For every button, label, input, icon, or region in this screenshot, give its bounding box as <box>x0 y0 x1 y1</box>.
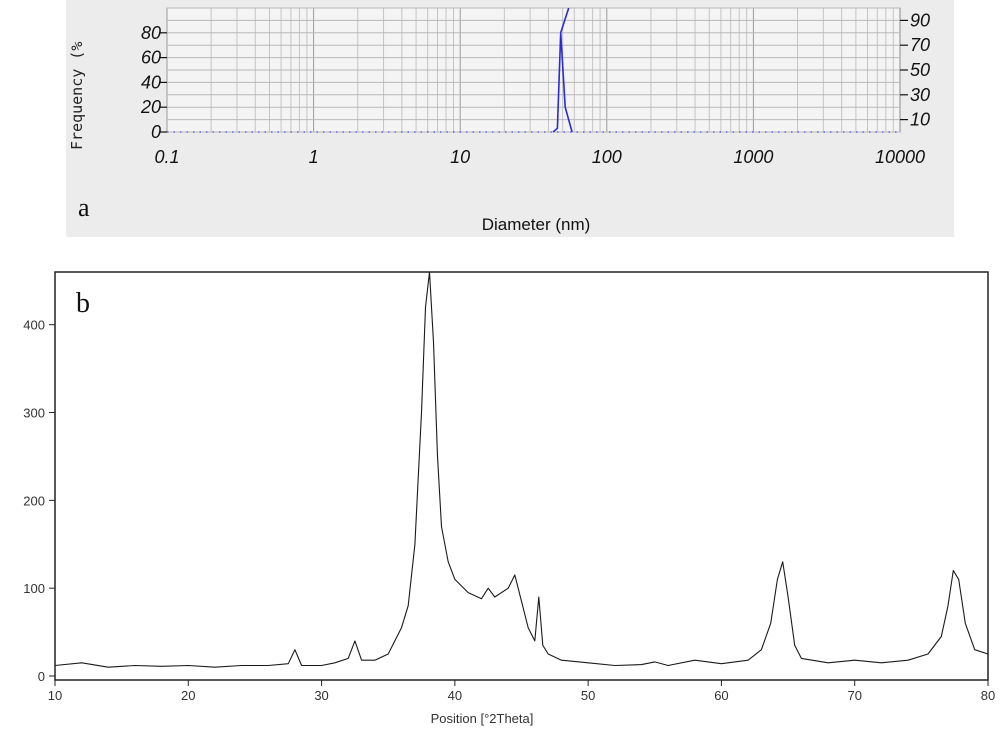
panel-a-x-tick-label: 10000 <box>875 147 925 167</box>
panel-b-x-axis-label: Position [°2Theta] <box>431 711 534 726</box>
panel-b-series-line <box>54 271 989 668</box>
panel-a-x-tick-label: 1000 <box>733 147 773 167</box>
panel-a-grid <box>166 7 900 133</box>
panel-a-y-tick-labels-left: 0 20 40 60 80 <box>140 23 167 142</box>
panel-b-x-tick-label: 40 <box>448 688 462 703</box>
panel-a-y-tick-label-right: 10 <box>910 110 930 130</box>
panel-a-y-tick-label-left: 40 <box>141 72 161 92</box>
panel-a-y-tick-label-left: 20 <box>140 97 161 117</box>
panel-a-x-tick-label: 0.1 <box>154 147 179 167</box>
panel-b-y-ticks: 0 100 200 300 400 <box>23 318 55 684</box>
panel-a-series-line <box>559 7 570 34</box>
panel-b-x-tick-label: 10 <box>48 688 62 703</box>
panel-b-x-tick-label: 30 <box>314 688 328 703</box>
panel-b-x-tick-label: 50 <box>581 688 595 703</box>
panel-a-x-axis-label: Diameter (nm) <box>482 215 591 234</box>
panel-b-y-tick-label: 300 <box>23 406 45 421</box>
panel-a-x-tick-label: 10 <box>450 147 470 167</box>
panel-b-x-tick-label: 20 <box>181 688 195 703</box>
panel-b-y-tick-label: 100 <box>23 581 45 596</box>
panel-a-y-tick-label-right: 50 <box>910 60 930 80</box>
panel-a-y-tick-label-right: 90 <box>910 10 930 30</box>
panel-a-y-tick-label-right: 70 <box>910 35 930 55</box>
panel-b-x-tick-label: 80 <box>981 688 995 703</box>
panel-a-x-tick-labels: 0.1 1 10 100 1000 10000 <box>154 147 925 167</box>
panel-a-y-tick-label-left: 60 <box>141 48 161 68</box>
panel-b-x-tick-label: 70 <box>847 688 861 703</box>
panel-a-y-tick-label-left: 80 <box>141 23 161 43</box>
panel-a-y-tick-label-right: 30 <box>910 85 930 105</box>
panel-a-y-tick-labels-right: 10 30 50 70 90 <box>900 10 930 130</box>
panel-a-y-axis-label: Frequency (% <box>68 42 86 150</box>
panel-a-label: a <box>78 193 90 222</box>
panel-b: 10 20 30 40 50 60 70 80 0 100 200 300 400 Position … <box>23 271 995 726</box>
panel-b-x-tick-label: 60 <box>714 688 728 703</box>
panel-b-y-tick-label: 400 <box>23 318 45 333</box>
panel-a-x-tick-label: 100 <box>592 147 622 167</box>
panel-b-series <box>54 271 989 668</box>
panel-b-plot-area <box>54 271 989 681</box>
panel-b-y-tick-label: 0 <box>38 669 45 684</box>
panel-b-y-tick-label: 200 <box>23 493 45 508</box>
panel-b-x-ticks: 10 20 30 40 50 60 70 80 <box>48 680 995 703</box>
panel-a-series <box>552 7 573 133</box>
panel-a-y-tick-label-left: 0 <box>151 122 161 142</box>
panel-b-label: b <box>76 288 90 319</box>
panel-a-x-tick-label: 1 <box>309 147 319 167</box>
